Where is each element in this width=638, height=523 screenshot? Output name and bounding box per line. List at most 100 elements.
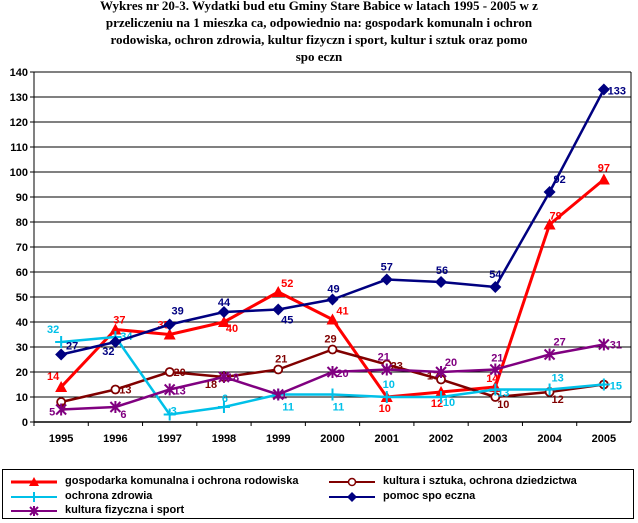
point-marker xyxy=(598,338,610,351)
y-tick-label: 100 xyxy=(10,167,28,179)
data-label: 11 xyxy=(333,402,345,414)
point-marker xyxy=(55,381,68,392)
y-tick-label: 80 xyxy=(16,217,28,229)
data-label: 17 xyxy=(427,371,439,383)
y-tick-label: 30 xyxy=(16,342,28,354)
data-label: 40 xyxy=(226,323,238,335)
point-marker xyxy=(543,186,556,198)
data-label: 45 xyxy=(281,315,293,327)
point-marker xyxy=(597,173,610,185)
y-tick-label: 40 xyxy=(16,317,28,329)
title-line-1: Wykres nr 20-3. Wydatki bud etu Gminy St… xyxy=(100,0,538,13)
point-marker xyxy=(380,273,393,286)
data-label: 18 xyxy=(205,379,217,391)
data-label: 14 xyxy=(486,373,499,385)
y-tick-label: 10 xyxy=(16,392,28,404)
data-label: 15 xyxy=(610,381,622,393)
point-marker xyxy=(381,363,393,376)
y-tick-label: 60 xyxy=(16,267,28,279)
data-label: 13 xyxy=(497,388,509,400)
point-marker xyxy=(109,336,122,348)
point-marker xyxy=(164,367,175,377)
data-label: 11 xyxy=(275,390,287,402)
data-label: 10 xyxy=(379,403,391,415)
point-marker xyxy=(326,388,339,401)
point-marker xyxy=(326,366,339,378)
data-label: 18 xyxy=(227,372,239,384)
point-marker xyxy=(109,323,122,335)
data-label: 54 xyxy=(489,269,502,281)
y-tick-label: 0 xyxy=(22,417,28,429)
data-label: 10 xyxy=(443,397,455,409)
data-label: 39 xyxy=(172,306,184,318)
data-label: 92 xyxy=(553,174,565,186)
data-label: 13 xyxy=(174,386,186,398)
data-label: 5 xyxy=(49,407,55,419)
point-marker xyxy=(109,401,122,413)
y-tick-label: 130 xyxy=(10,92,28,104)
point-marker xyxy=(110,384,121,395)
y-tick-label: 50 xyxy=(16,292,28,304)
legend-label-pomoc-spoleczna: pomoc spo eczna xyxy=(383,490,476,502)
legend-label-kultura-fizyczna: kultura fizyczna i sport xyxy=(65,504,185,516)
x-tick-label-1998: 1998 xyxy=(212,433,236,445)
x-tick-label-2003: 2003 xyxy=(483,433,507,445)
point-marker xyxy=(489,383,502,396)
point-marker xyxy=(326,293,339,306)
legend-swatch-gospodarka xyxy=(11,477,57,486)
data-label: 97 xyxy=(598,163,610,175)
data-label: 12 xyxy=(551,394,563,406)
data-label: 49 xyxy=(327,284,339,296)
legend-swatch-kultura-fizyczna xyxy=(11,506,57,516)
point-marker xyxy=(272,388,284,401)
data-label: 27 xyxy=(553,337,565,349)
x-tick-label-2001: 2001 xyxy=(375,433,399,445)
data-label: 133 xyxy=(608,86,626,98)
legend-swatch-kultura-sztuka xyxy=(329,477,375,487)
data-label: 29 xyxy=(324,334,336,346)
data-label: 57 xyxy=(381,262,393,274)
y-tick-label: 110 xyxy=(10,142,28,154)
point-marker xyxy=(163,383,176,396)
point-marker xyxy=(435,276,448,288)
point-marker xyxy=(326,313,339,325)
point-marker xyxy=(327,344,338,355)
point-marker xyxy=(273,364,284,375)
point-marker xyxy=(597,83,610,96)
x-tick-label-2004: 2004 xyxy=(537,433,562,445)
data-label: 21 xyxy=(275,354,287,366)
data-label: 21 xyxy=(491,353,503,365)
data-label: 3 xyxy=(171,406,177,418)
data-label: 21 xyxy=(378,352,390,364)
data-label: 20 xyxy=(174,367,186,379)
x-tick-label-1995: 1995 xyxy=(49,433,73,445)
x-tick-label-2000: 2000 xyxy=(320,433,344,445)
x-tick-label-1996: 1996 xyxy=(103,433,127,445)
title-line-2: przeliczeniu na 1 mieszka ca, odpowiedni… xyxy=(105,15,533,30)
point-marker xyxy=(218,371,230,383)
point-marker xyxy=(217,316,230,327)
x-tick-label-2002: 2002 xyxy=(429,433,453,445)
point-marker xyxy=(163,408,176,421)
legend-swatch-ochrona-zdrowia xyxy=(11,492,57,502)
legend-label-gospodarka: gospodarka komunalna i ochrona rodowiska xyxy=(65,475,299,487)
data-label: 14 xyxy=(47,371,60,383)
data-label: 27 xyxy=(66,341,78,353)
point-marker xyxy=(597,378,610,391)
y-tick-label: 90 xyxy=(16,192,28,204)
line-chart: 0 10 20 30 40 50 60 70 80 90 100 110 120 130 140 1995 19… xyxy=(10,67,632,445)
series-0: 14 37 3 5 40 52 41 10 12 14 79 97 xyxy=(47,163,610,416)
data-label: 31 xyxy=(610,340,622,352)
legend: gospodarka komunalna i ochrona rodowiska… xyxy=(2,469,634,519)
data-label: 6 xyxy=(120,409,126,421)
point-marker xyxy=(543,348,556,361)
point-marker xyxy=(543,218,556,230)
data-label: 32 xyxy=(102,346,114,358)
data-label: 10 xyxy=(383,379,395,391)
data-label: 52 xyxy=(281,278,293,290)
legend-swatch-pomoc-spoleczna xyxy=(329,492,375,502)
point-marker xyxy=(217,401,230,413)
chart-title: Wykres nr 20-3. Wydatki bud etu Gminy St… xyxy=(0,0,638,65)
data-label: 11 xyxy=(282,402,294,414)
legend-label-kultura-sztuka: kultura i sztuka, ochrona dziedzictwa xyxy=(383,475,577,487)
